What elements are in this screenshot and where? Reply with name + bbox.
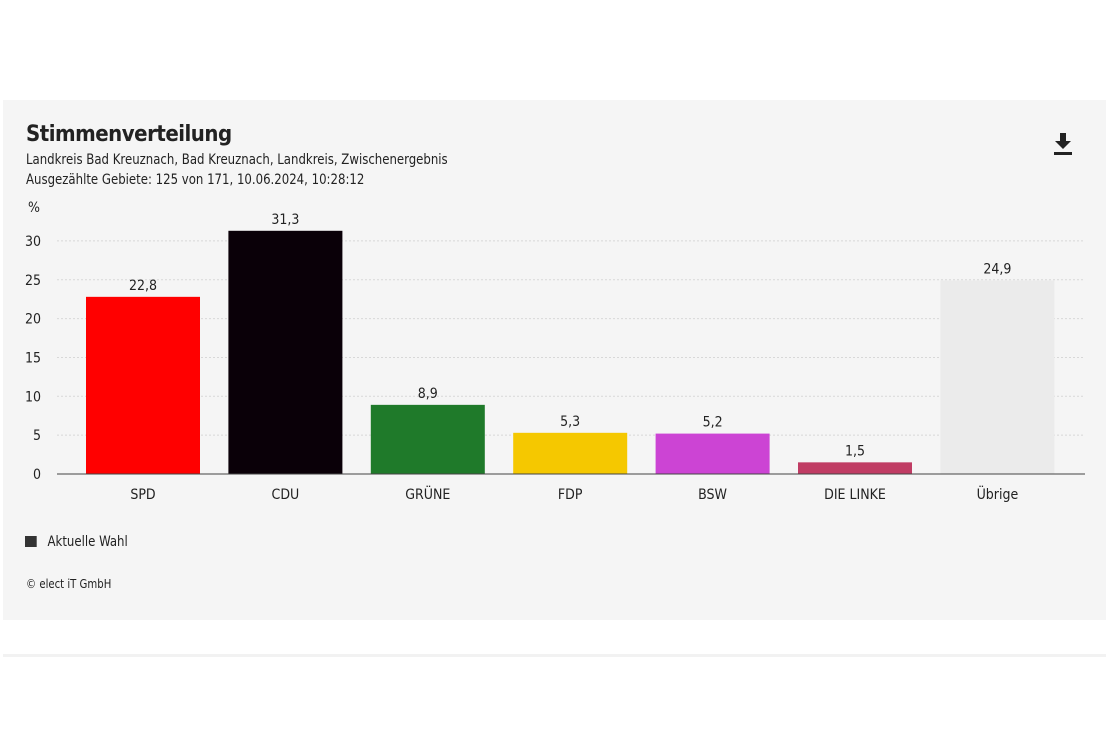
copyright: © elect iT GmbH xyxy=(26,576,112,591)
data-label: 31,3 xyxy=(271,212,299,228)
x-tick-label: SPD xyxy=(130,487,155,503)
data-label: 5,3 xyxy=(560,414,580,430)
y-tick-label: 15 xyxy=(25,350,41,366)
y-tick-label: 0 xyxy=(33,467,41,483)
chart-subtitle: Landkreis Bad Kreuznach, Bad Kreuznach, … xyxy=(26,152,448,168)
x-tick-label: DIE LINKE xyxy=(824,487,886,503)
download-icon[interactable] xyxy=(1051,130,1075,156)
bar-die-linke xyxy=(798,462,912,474)
count-status: Ausgezählte Gebiete: 125 von 171, 10.06.… xyxy=(26,172,365,188)
y-tick-label: 5 xyxy=(33,428,41,444)
bar-chart: % 0 5 10 15 20 25 30 22,8 SPD 31,3 CDU 8,9 GRÜNE 5,3 FD… xyxy=(25,200,1085,503)
data-label: 24,9 xyxy=(983,262,1011,278)
y-tick-label: 20 xyxy=(25,312,41,328)
bar-fdp xyxy=(513,432,628,474)
x-tick-label: FDP xyxy=(558,487,583,503)
x-tick-label: CDU xyxy=(272,487,300,503)
bar-cdu xyxy=(228,230,343,474)
legend-swatch xyxy=(25,536,37,547)
legend-label: Aktuelle Wahl xyxy=(47,534,128,550)
data-label: 8,9 xyxy=(418,386,438,402)
x-tick-label: Übrige xyxy=(977,485,1019,503)
legend-item[interactable]: Aktuelle Wahl xyxy=(25,534,128,550)
data-label: 22,8 xyxy=(129,278,157,294)
bar-grüne xyxy=(370,404,485,474)
chart-panel: Stimmenverteilung Landkreis Bad Kreuznac… xyxy=(3,100,1106,620)
data-label: 1,5 xyxy=(845,443,865,459)
bar-bsw xyxy=(655,433,770,474)
bar-übrige xyxy=(940,280,1055,474)
bar-spd xyxy=(86,296,200,474)
x-tick-label: GRÜNE xyxy=(405,485,450,503)
x-tick-label: BSW xyxy=(698,487,727,503)
data-label: 5,2 xyxy=(703,415,723,431)
divider xyxy=(3,654,1106,657)
y-axis-unit: % xyxy=(28,200,40,216)
y-tick-label: 10 xyxy=(25,389,41,405)
chart-title: Stimmenverteilung xyxy=(26,122,232,147)
y-tick-label: 25 xyxy=(25,273,41,289)
y-tick-label: 30 xyxy=(25,234,41,250)
